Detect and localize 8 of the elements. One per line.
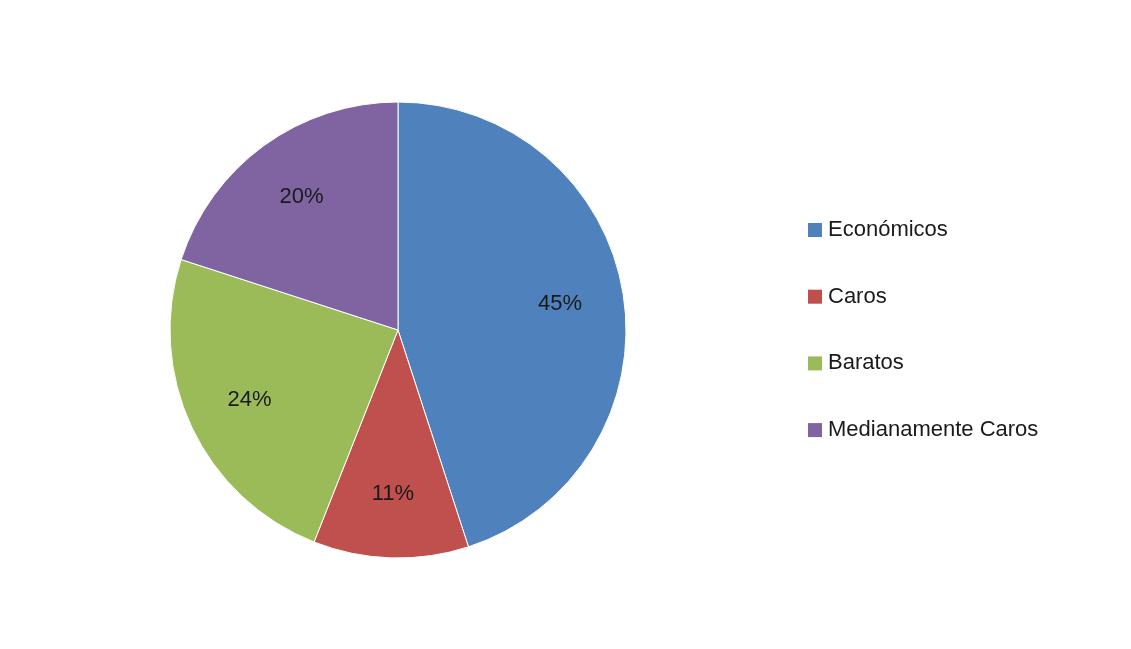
legend-label: Caros xyxy=(828,282,887,308)
legend-label: Económicos xyxy=(828,215,948,241)
legend-label: Baratos xyxy=(828,349,904,375)
legend-label: Medianamente Caros xyxy=(828,415,1039,441)
data-label: 20% xyxy=(279,183,324,208)
data-label: 24% xyxy=(227,385,272,411)
data-label: 11% xyxy=(371,479,415,505)
data-label: 45% xyxy=(538,290,583,316)
